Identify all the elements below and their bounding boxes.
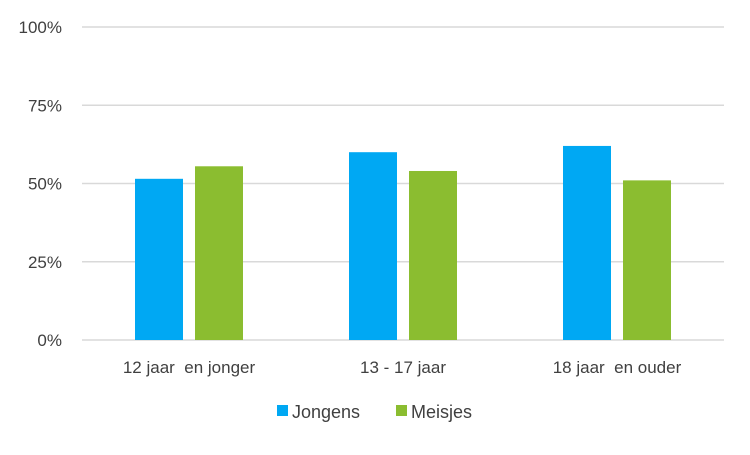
- y-tick-label: 0%: [37, 331, 62, 350]
- bars: [135, 145, 671, 340]
- bar-meisjes: [623, 180, 671, 340]
- x-category-label: 18 jaar en ouder: [553, 358, 682, 377]
- y-tick-label: 25%: [28, 253, 62, 272]
- legend-label-jongens: Jongens: [292, 402, 360, 422]
- legend-swatch-jongens: [277, 405, 288, 416]
- legend: Jongens Meisjes: [277, 402, 472, 422]
- y-tick-label: 100%: [19, 18, 62, 37]
- bar-meisjes: [409, 170, 457, 340]
- gridlines: [82, 26, 724, 341]
- bar-jongens: [135, 178, 183, 340]
- x-category-label: 12 jaar en jonger: [123, 358, 256, 377]
- x-category-label: 13 - 17 jaar: [360, 358, 446, 377]
- legend-label-meisjes: Meisjes: [411, 402, 472, 422]
- bar-jongens: [563, 145, 611, 340]
- bar-meisjes: [195, 166, 243, 340]
- y-tick-label: 75%: [28, 96, 62, 115]
- x-axis-categories: 12 jaar en jonger 13 - 17 jaar 18 jaar en …: [123, 358, 682, 377]
- y-tick-label: 50%: [28, 175, 62, 194]
- bar-jongens: [349, 152, 397, 340]
- legend-swatch-meisjes: [396, 405, 407, 416]
- y-axis-ticks: 0% 25% 50% 75% 100%: [19, 18, 62, 350]
